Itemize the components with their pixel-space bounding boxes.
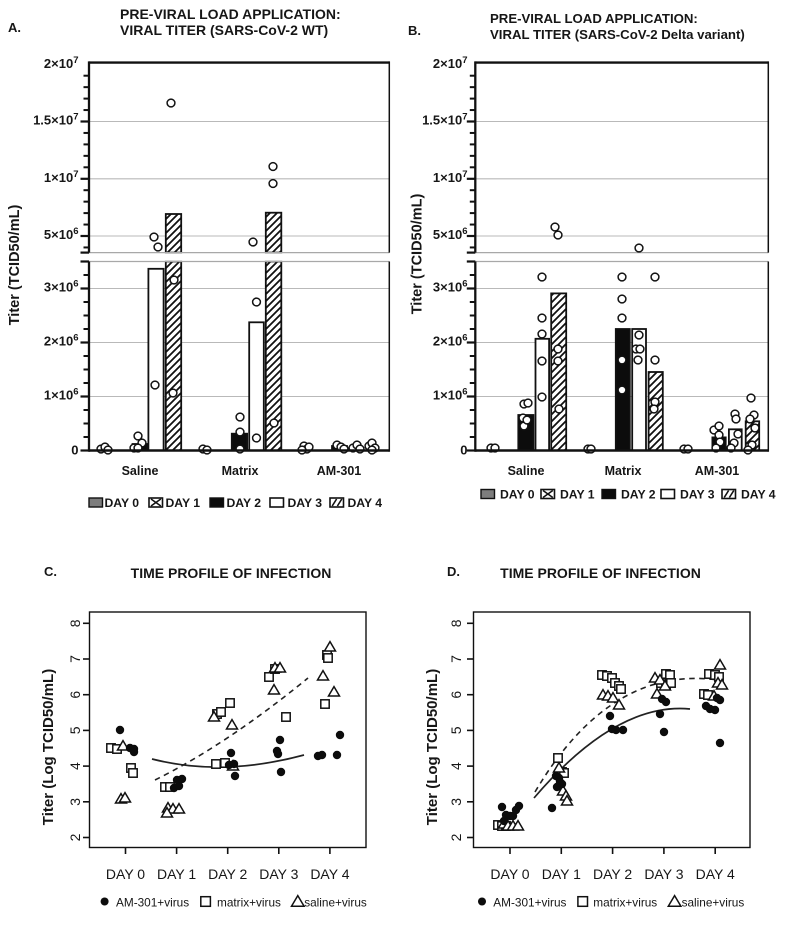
svg-text:5×106: 5×106 — [44, 226, 79, 242]
svg-text:3×106: 3×106 — [433, 279, 468, 295]
svg-text:2×106: 2×106 — [433, 333, 468, 349]
svg-text:DAY 4: DAY 4 — [310, 866, 349, 882]
svg-text:1×106: 1×106 — [433, 387, 468, 403]
svg-text:2: 2 — [67, 833, 83, 841]
svg-text:3: 3 — [67, 798, 83, 806]
svg-text:Saline: Saline — [122, 464, 159, 478]
svg-text:0: 0 — [460, 443, 467, 458]
svg-text:AM-301: AM-301 — [695, 464, 740, 478]
svg-text:DAY 4: DAY 4 — [741, 487, 776, 501]
svg-text:DAY 1: DAY 1 — [560, 487, 595, 501]
svg-text:saline+virus: saline+virus — [682, 896, 745, 910]
svg-text:DAY 0: DAY 0 — [500, 487, 535, 501]
svg-text:DAY 0: DAY 0 — [105, 496, 140, 510]
svg-text:3: 3 — [448, 798, 464, 806]
svg-text:0: 0 — [71, 443, 78, 458]
svg-text:VIRAL TITER (SARS-CoV-2 WT): VIRAL TITER (SARS-CoV-2 WT) — [120, 22, 328, 38]
svg-text:DAY 2: DAY 2 — [621, 487, 656, 501]
svg-text:4: 4 — [448, 762, 464, 770]
svg-text:6: 6 — [67, 691, 83, 699]
svg-text:TIME PROFILE OF INFECTION: TIME PROFILE OF INFECTION — [500, 565, 701, 581]
svg-text:TIME PROFILE OF INFECTION: TIME PROFILE OF INFECTION — [131, 565, 332, 581]
svg-text:C.: C. — [44, 564, 57, 579]
svg-text:7: 7 — [448, 655, 464, 663]
svg-text:DAY 0: DAY 0 — [106, 866, 145, 882]
svg-text:PRE-VIRAL LOAD APPLICATION:: PRE-VIRAL LOAD APPLICATION: — [490, 11, 698, 26]
svg-text:Saline: Saline — [508, 464, 545, 478]
svg-text:2×107: 2×107 — [44, 55, 79, 71]
svg-text:4: 4 — [67, 762, 83, 770]
svg-text:Titer (TCID50/mL): Titer (TCID50/mL) — [7, 205, 23, 326]
svg-text:1.5×107: 1.5×107 — [33, 112, 78, 128]
svg-text:DAY 3: DAY 3 — [644, 866, 683, 882]
svg-text:2×106: 2×106 — [44, 333, 79, 349]
svg-text:5×106: 5×106 — [433, 226, 468, 242]
svg-text:AM-301: AM-301 — [317, 464, 362, 478]
svg-text:matrix+virus: matrix+virus — [593, 896, 657, 910]
svg-text:DAY 2: DAY 2 — [227, 496, 262, 510]
svg-text:A.: A. — [8, 20, 21, 35]
svg-text:6: 6 — [448, 691, 464, 699]
svg-text:DAY 0: DAY 0 — [490, 866, 529, 882]
svg-text:DAY 1: DAY 1 — [166, 496, 201, 510]
svg-text:1.5×107: 1.5×107 — [422, 112, 467, 128]
svg-text:AM-301+virus: AM-301+virus — [493, 896, 566, 910]
svg-text:AM-301+virus: AM-301+virus — [116, 896, 189, 910]
svg-text:1×107: 1×107 — [44, 169, 79, 185]
svg-text:5: 5 — [448, 726, 464, 734]
svg-text:2×107: 2×107 — [433, 55, 468, 71]
svg-text:Titer (TCID50/mL): Titer (TCID50/mL) — [410, 194, 426, 315]
svg-text:Titer (Log TCID50/mL): Titer (Log TCID50/mL) — [424, 669, 441, 825]
svg-text:Matrix: Matrix — [222, 464, 259, 478]
svg-text:B.: B. — [408, 23, 421, 38]
svg-text:7: 7 — [67, 655, 83, 663]
svg-text:DAY 3: DAY 3 — [288, 496, 323, 510]
svg-text:DAY 4: DAY 4 — [348, 496, 383, 510]
svg-text:DAY 2: DAY 2 — [208, 866, 247, 882]
svg-text:DAY 2: DAY 2 — [593, 866, 632, 882]
svg-text:8: 8 — [67, 619, 83, 627]
svg-text:3×106: 3×106 — [44, 279, 79, 295]
svg-text:DAY 3: DAY 3 — [680, 487, 715, 501]
svg-text:1×107: 1×107 — [433, 169, 468, 185]
svg-text:VIRAL TITER (SARS-CoV-2 Delta: VIRAL TITER (SARS-CoV-2 Delta variant) — [490, 27, 745, 42]
svg-text:Matrix: Matrix — [605, 464, 642, 478]
svg-text:DAY 3: DAY 3 — [259, 866, 298, 882]
svg-text:matrix+virus: matrix+virus — [217, 896, 281, 910]
svg-text:5: 5 — [67, 726, 83, 734]
svg-text:Titer (Log TCID50/mL): Titer (Log TCID50/mL) — [40, 669, 57, 825]
svg-text:1×106: 1×106 — [44, 387, 79, 403]
svg-text:D.: D. — [447, 564, 460, 579]
svg-text:8: 8 — [448, 619, 464, 627]
svg-text:DAY 4: DAY 4 — [696, 866, 735, 882]
svg-text:PRE-VIRAL LOAD APPLICATION:: PRE-VIRAL LOAD APPLICATION: — [120, 6, 341, 22]
svg-text:DAY 1: DAY 1 — [157, 866, 196, 882]
svg-text:2: 2 — [448, 833, 464, 841]
svg-text:DAY 1: DAY 1 — [542, 866, 581, 882]
svg-text:saline+virus: saline+virus — [304, 896, 367, 910]
